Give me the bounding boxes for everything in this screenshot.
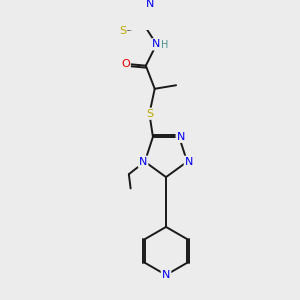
Text: S: S bbox=[119, 26, 126, 36]
Text: N: N bbox=[185, 157, 193, 167]
Text: O: O bbox=[121, 59, 130, 69]
Text: N: N bbox=[162, 270, 170, 280]
Text: H: H bbox=[161, 40, 168, 50]
Text: N: N bbox=[152, 39, 161, 49]
Text: N: N bbox=[139, 157, 147, 167]
Text: N: N bbox=[177, 132, 185, 142]
Text: S: S bbox=[146, 109, 153, 119]
Text: N: N bbox=[146, 0, 154, 9]
